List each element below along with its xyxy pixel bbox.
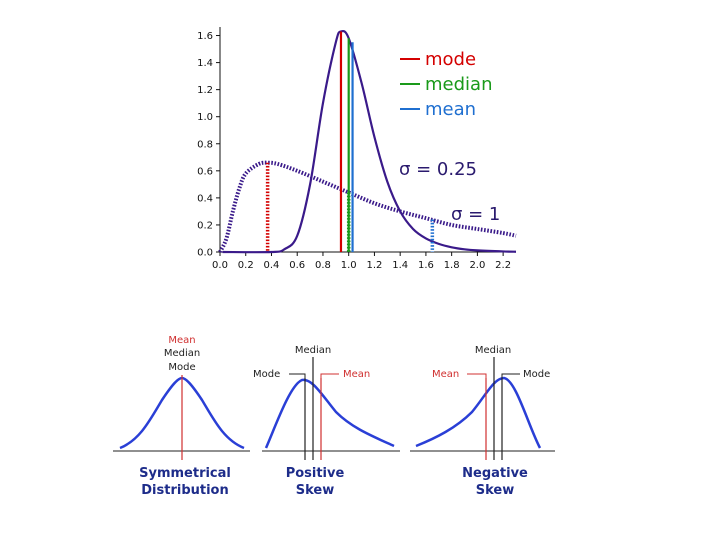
panel-symmetrical: Mean Median Mode Symmetrical Distributio… [113,335,250,498]
y-tick-label: 1.4 [197,58,213,69]
chart-markers [265,31,435,252]
x-tick-label: 1.2 [366,260,382,271]
label-mode: Mode [168,362,195,373]
label-median: Median [475,345,511,356]
x-tick-label: 2.0 [469,260,485,271]
x-tick-label: 2.2 [495,260,511,271]
lognormal-chart: 0.0 0.2 0.4 0.6 0.8 1.0 1.2 1.4 1.6 1.8 2.0 2.2 0.0 0… [197,27,517,271]
caption-line-1: Symmetrical [139,466,231,481]
x-tick-label: 0.0 [212,260,228,271]
x-tick-label: 0.2 [238,260,254,271]
x-tick-label: 0.4 [264,260,280,271]
label-mode: Mode [253,369,280,380]
legend-label-mean: mean [425,99,476,120]
caption-line-1: Positive [286,466,345,481]
caption-line-2: Distribution [141,483,228,498]
panel-positive-skew: Median Mode Mean Positive Skew [253,345,400,498]
panel-negative-skew: Median Mean Mode Negative Skew [410,345,555,498]
label-mean: Mean [343,369,370,380]
x-tick-label: 1.8 [444,260,460,271]
annotation-sigma-025: σ = 0.25 [399,159,477,180]
caption-line-2: Skew [476,483,515,498]
x-tick-label: 0.8 [315,260,331,271]
x-tick-label: 1.4 [392,260,408,271]
y-tick-label: 0.6 [197,166,213,177]
caption-line-1: Negative [462,466,528,481]
x-tick-label: 0.6 [289,260,305,271]
series-line-sigma-025 [222,29,517,254]
leader-mean [467,373,487,382]
label-mean: Mean [168,335,195,346]
chart-series [218,29,517,254]
leader-mode [289,373,306,382]
y-tick-label: 1.6 [197,31,213,42]
chart-axes: 0.0 0.2 0.4 0.6 0.8 1.0 1.2 1.4 1.6 1.8 2.0 2.2 0.0 0… [197,27,516,271]
y-tick-label: 0.2 [197,220,213,231]
y-tick-label: 0.4 [197,193,213,204]
annotation-sigma-1: σ = 1 [451,204,500,225]
x-tick-label: 1.0 [341,260,357,271]
chart-legend: mode median mean [400,49,492,120]
series-line-sigma-1 [218,160,517,253]
label-median: Median [164,348,200,359]
label-mode: Mode [523,369,550,380]
leader-mode [501,373,520,382]
y-tick-label: 1.2 [197,85,213,96]
y-tick-label: 1.0 [197,112,213,123]
caption-line-2: Skew [296,483,335,498]
y-tick-label: 0.8 [197,139,213,150]
curve-positive [264,378,395,449]
legend-label-median: median [425,74,492,95]
curve-negative [415,376,542,449]
label-mean: Mean [432,369,459,380]
legend-label-mode: mode [425,49,476,70]
y-tick-label: 0.0 [197,248,213,259]
x-tick-label: 1.6 [418,260,434,271]
leader-mean [320,373,339,382]
label-median: Median [295,345,331,356]
